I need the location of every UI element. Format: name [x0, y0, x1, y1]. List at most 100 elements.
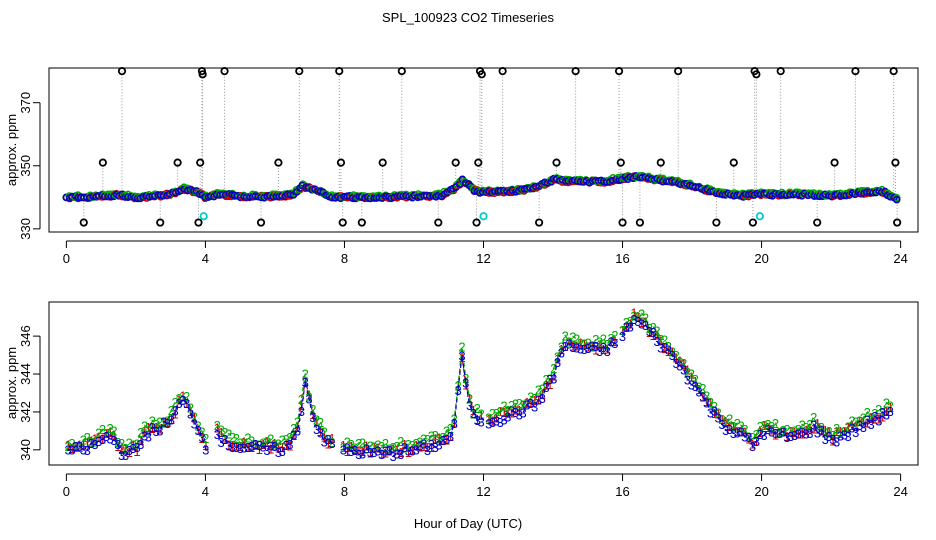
series-2-marker: 2 [734, 416, 741, 431]
series-3-marker: 3 [118, 448, 125, 463]
outlier-point [498, 67, 507, 76]
series-1-marker: 1 [665, 344, 672, 359]
series-1-line [488, 340, 615, 422]
series-2-marker: 2 [110, 424, 117, 439]
series-2-marker: 2 [302, 366, 309, 381]
flagged-point [199, 212, 208, 221]
y-tick-label: 340 [18, 439, 33, 461]
outlier-point [173, 158, 182, 167]
series-2-marker: 2 [382, 436, 389, 451]
series-2-marker: 2 [688, 366, 695, 381]
series-2-marker: 2 [569, 329, 576, 344]
x-tick-label: 0 [63, 251, 70, 266]
series-3-marker: 3 [351, 443, 358, 458]
series-2-marker: 2 [466, 391, 473, 406]
series-2-marker: 2 [244, 431, 251, 446]
series-2-marker: 2 [99, 422, 106, 437]
series-2-marker: 2 [497, 404, 504, 419]
outlier-point [357, 218, 366, 227]
outlier-point [156, 218, 165, 227]
series-1-marker: 1 [657, 334, 664, 349]
series-3-marker: 3 [611, 336, 618, 351]
plot2-ylabel: approx. ppm [4, 347, 19, 419]
series-3-marker: 3 [588, 339, 595, 354]
series-2-marker: 2 [837, 426, 844, 441]
series-1-marker: 1 [776, 425, 783, 440]
series-3-marker: 3 [539, 391, 546, 406]
series-2-marker: 2 [260, 435, 267, 450]
series-1-marker: 1 [370, 439, 377, 454]
series-3-marker: 3 [175, 396, 182, 411]
series-1-marker: 1 [810, 421, 817, 436]
data-point [892, 195, 901, 204]
series-3-marker: 3 [718, 417, 725, 432]
series-2-marker: 2 [114, 435, 121, 450]
series-3-marker: 3 [520, 406, 527, 421]
series-3-marker: 3 [263, 443, 270, 458]
plot1-frame [48, 67, 919, 233]
series-3-marker: 3 [527, 396, 534, 411]
series-3-marker: 3 [126, 443, 133, 458]
series-2-marker: 2 [799, 417, 806, 432]
series-2-marker: 2 [672, 348, 679, 363]
series-2-marker: 2 [749, 430, 756, 445]
series-2-marker: 2 [550, 361, 557, 376]
y-tick-label: 330 [18, 218, 33, 240]
series-2-marker: 2 [493, 406, 500, 421]
outlier-point [79, 218, 88, 227]
series-2-marker: 2 [867, 410, 874, 425]
series-3-marker: 3 [887, 404, 894, 419]
series-2-marker: 2 [653, 324, 660, 339]
series-2-marker: 2 [248, 434, 255, 449]
series-2-marker: 2 [604, 337, 611, 352]
series-2-marker: 2 [822, 425, 829, 440]
series-3-marker: 3 [852, 425, 859, 440]
series-3-marker: 3 [103, 429, 110, 444]
series-3-marker: 3 [470, 406, 477, 421]
series-3-marker: 3 [768, 425, 775, 440]
outlier-point [674, 67, 683, 76]
series-3-marker: 3 [462, 375, 469, 390]
series-1-marker: 1 [546, 377, 553, 392]
series-3-marker: 3 [799, 424, 806, 439]
series-1-marker: 1 [539, 387, 546, 402]
series-1-marker: 1 [325, 437, 332, 452]
series-2-marker: 2 [202, 431, 209, 446]
series-3-marker: 3 [653, 334, 660, 349]
series-1-marker: 1 [841, 424, 848, 439]
series-3-marker: 3 [294, 424, 301, 439]
series-3-marker: 3 [217, 435, 224, 450]
series-3-marker: 3 [183, 396, 190, 411]
x-tick-label: 4 [202, 484, 209, 499]
series-3-marker: 3 [367, 445, 374, 460]
series-2-marker: 2 [520, 398, 527, 413]
series-2-marker: 2 [887, 399, 894, 414]
series-3-marker: 3 [772, 426, 779, 441]
series-1-marker: 1 [630, 306, 637, 321]
series-1-marker: 1 [267, 441, 274, 456]
outlier-point [813, 218, 822, 227]
series-1-marker: 1 [535, 392, 542, 407]
series-2-marker: 2 [860, 410, 867, 425]
series-3-marker: 3 [305, 391, 312, 406]
series-2-marker: 2 [485, 410, 492, 425]
series-1-marker: 1 [126, 445, 133, 460]
series-3-marker: 3 [508, 404, 515, 419]
outlier-point [335, 67, 344, 76]
series-1-marker: 1 [737, 424, 744, 439]
series-3-marker: 3 [818, 423, 825, 438]
series-1-marker: 1 [397, 445, 404, 460]
series-1-line [622, 311, 891, 445]
series-1-marker: 1 [757, 425, 764, 440]
series-1-marker: 1 [351, 442, 358, 457]
series-2-marker: 2 [630, 309, 637, 324]
series-2-marker: 2 [741, 422, 748, 437]
series-2-marker: 2 [856, 413, 863, 428]
series-2-marker: 2 [657, 332, 664, 347]
series-1-line [67, 394, 207, 453]
outlier-point [552, 158, 561, 167]
series-3-marker: 3 [393, 447, 400, 462]
series-3-marker: 3 [795, 427, 802, 442]
series-2-marker: 2 [692, 372, 699, 387]
series-1-marker: 1 [864, 416, 871, 431]
